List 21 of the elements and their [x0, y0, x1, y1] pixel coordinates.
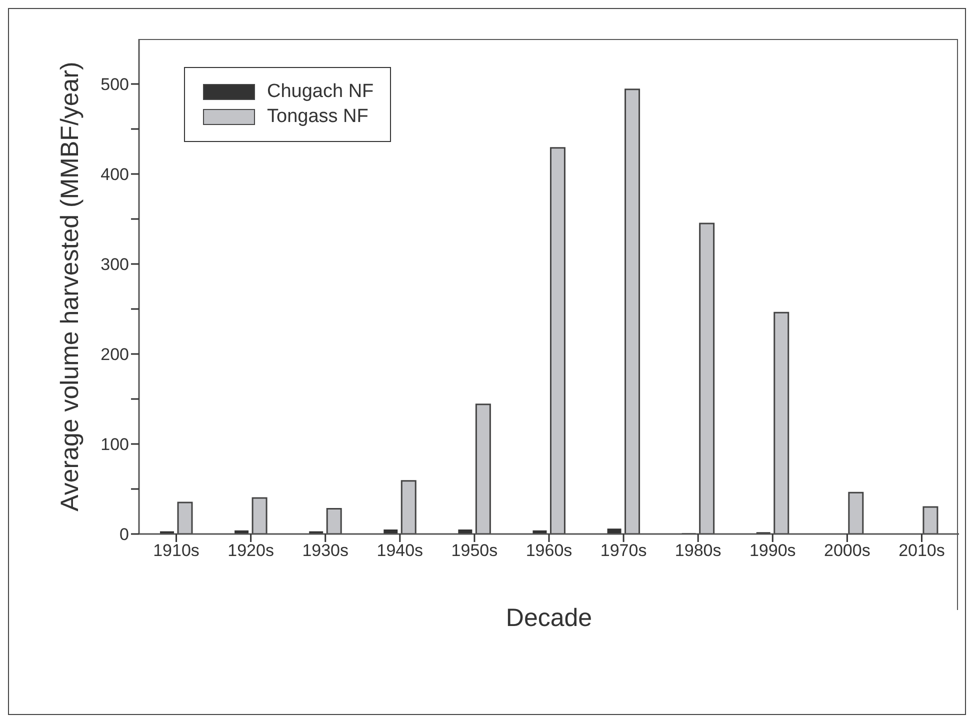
legend-label: Chugach NF — [267, 81, 374, 103]
y-tick-label: 500 — [100, 75, 129, 94]
x-tick-label: 1960s — [526, 541, 572, 560]
x-tick-label: 2010s — [898, 541, 945, 560]
x-axis-title: Decade — [506, 604, 592, 632]
y-tick-label: 100 — [100, 435, 129, 454]
y-tick-label: 400 — [100, 165, 129, 184]
y-tick-label: 200 — [100, 345, 129, 364]
x-tick-label: 1940s — [376, 541, 424, 560]
y-tick-label: 0 — [120, 525, 129, 544]
x-tick-label: 1990s — [749, 541, 796, 560]
y-axis-title: Average volume harvested (MMBF/year) — [56, 62, 84, 512]
x-tick-label: 1910s — [153, 541, 200, 560]
x-tick-label: 1980s — [674, 541, 722, 560]
y-tick-label: 300 — [100, 255, 129, 274]
x-tick-label: 1930s — [302, 541, 349, 560]
x-tick-label: 1970s — [600, 541, 647, 560]
legend-label: Tongass NF — [267, 106, 368, 128]
x-tick-label: 1920s — [228, 541, 274, 560]
x-tick-label: 1950s — [451, 541, 498, 560]
x-tick-label: 2000s — [824, 541, 870, 560]
